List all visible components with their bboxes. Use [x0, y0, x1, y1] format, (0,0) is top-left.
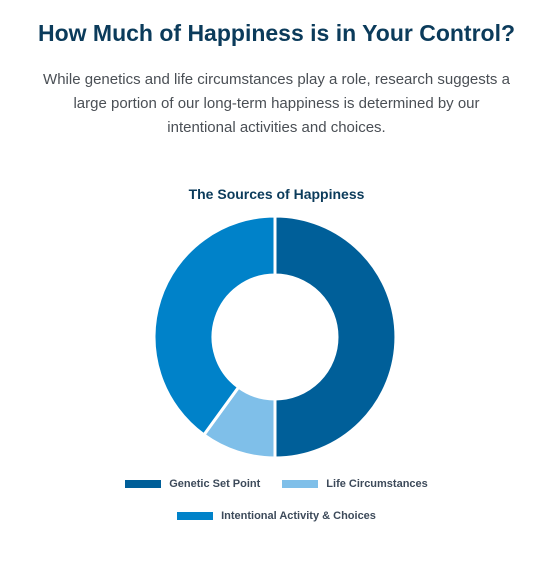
legend-label-genetic: Genetic Set Point [169, 478, 261, 490]
legend-swatch-intentional [177, 512, 214, 520]
intro-line-2: large portion of our long-term happiness… [73, 95, 480, 112]
legend-label-intentional: Intentional Activity & Choices [221, 510, 376, 522]
legend-label-circumstances: Life Circumstances [326, 478, 428, 490]
intro-line-1: While genetics and life circumstances pl… [43, 71, 510, 88]
intro-line-3: intentional activities and choices. [167, 119, 386, 136]
slice-intentional[interactable] [152, 214, 277, 437]
donut-chart [152, 214, 398, 460]
slice-genetic[interactable] [273, 214, 398, 460]
chart-title: The Sources of Happiness [188, 186, 365, 202]
legend-item-genetic[interactable]: Genetic Set Point [125, 478, 260, 490]
legend-row-1: Genetic Set Point Life Circumstances [0, 478, 553, 490]
legend-swatch-circumstances [282, 480, 319, 488]
legend-item-intentional[interactable]: Intentional Activity & Choices [177, 510, 376, 522]
page-title: How Much of Happiness is in Your Control… [37, 20, 516, 46]
legend-row-2: Intentional Activity & Choices [0, 510, 553, 522]
legend-swatch-genetic [125, 480, 162, 488]
chart-card: The Sources of Happiness Genetic Set Poi… [0, 176, 553, 536]
intro-text: While genetics and life circumstances pl… [10, 68, 543, 140]
legend-item-circumstances[interactable]: Life Circumstances [282, 478, 428, 490]
